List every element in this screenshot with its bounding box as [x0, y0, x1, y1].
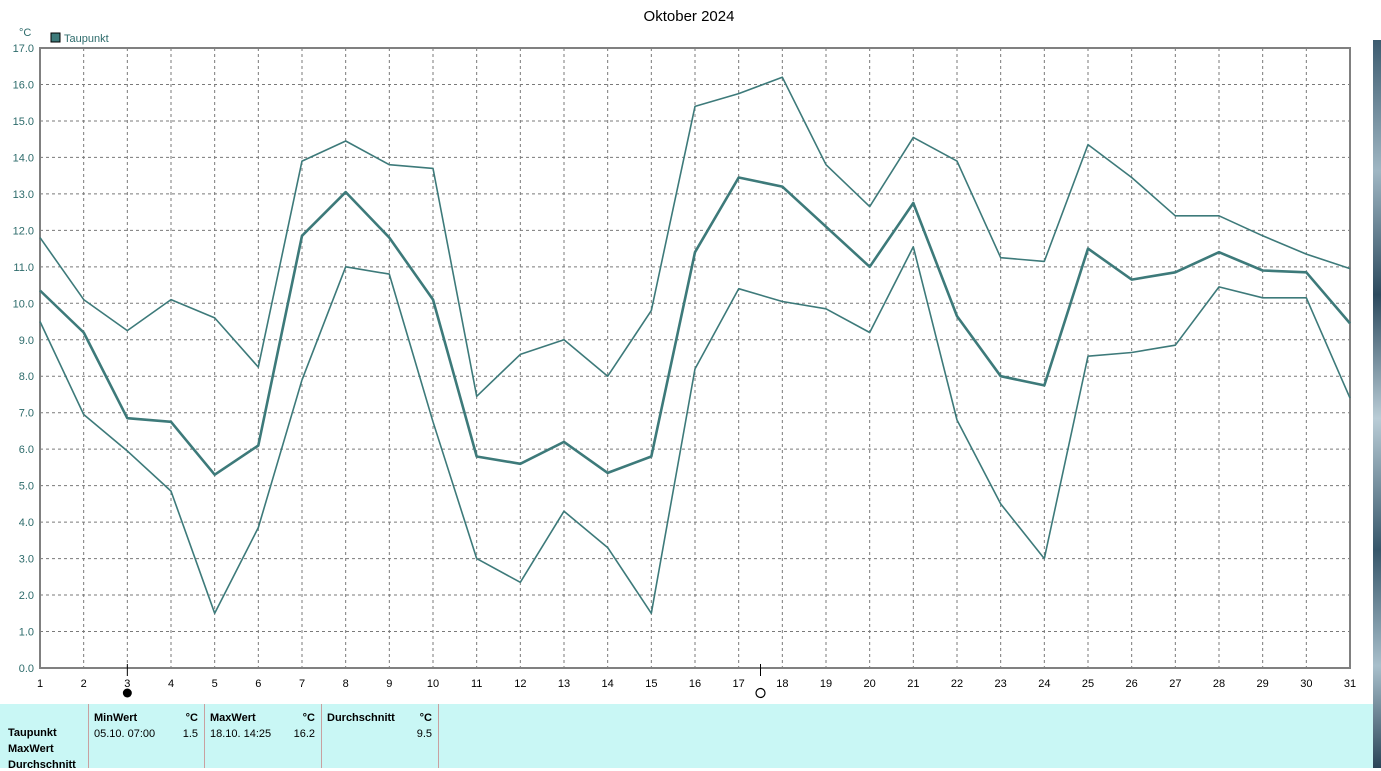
chart-title: Oktober 2024: [644, 8, 735, 25]
y-tick-label: 14.0: [13, 152, 34, 164]
max-unit: °C: [302, 712, 315, 724]
y-tick-label: 13.0: [13, 189, 34, 201]
x-tick-label: 28: [1213, 678, 1225, 690]
x-tick-label: 18: [776, 678, 788, 690]
y-tick-label: 1.0: [19, 627, 34, 639]
axes: 0.01.02.03.04.05.06.07.08.09.010.011.012…: [13, 43, 1357, 690]
x-tick-label: 4: [168, 678, 174, 690]
x-tick-label: 27: [1169, 678, 1181, 690]
series-line-3: [39, 246, 1351, 615]
y-tick-label: 5.0: [19, 481, 34, 493]
x-tick-label: 16: [689, 678, 701, 690]
x-tick-label: 20: [864, 678, 876, 690]
x-tick-label: 1: [37, 678, 43, 690]
x-tick-label: 11: [471, 678, 482, 690]
y-tick-label: 4.0: [19, 517, 34, 529]
y-tick-label: 0.0: [19, 663, 34, 675]
min-value: 1.5: [182, 728, 198, 740]
grid: [40, 48, 1350, 668]
x-tick-label: 7: [299, 678, 305, 690]
y-tick-label: 7.0: [19, 408, 34, 420]
x-tick-label: 8: [343, 678, 349, 690]
y-tick-label: 15.0: [13, 116, 34, 128]
min-date: 05.10. 07:00: [94, 728, 156, 740]
y-tick-label: 2.0: [19, 590, 34, 602]
legend-label: Taupunkt: [64, 33, 109, 45]
y-tick-label: 9.0: [19, 335, 34, 347]
min-header: MinWert: [94, 712, 138, 724]
x-tick-label: 19: [820, 678, 832, 690]
y-tick-label: 6.0: [19, 444, 34, 456]
x-tick-label: 24: [1038, 678, 1050, 690]
x-tick-label: 5: [212, 678, 218, 690]
stats-column-max: MaxWert °C 18.10. 14:25 16.2: [205, 704, 322, 768]
dewpoint-chart: Oktober 2024 °C Taupunkt 0.0 1.0 2.0 3.0 4.0…: [13, 8, 1357, 699]
y-axis-unit: °C: [19, 27, 31, 39]
row-label-taupunkt: Taupunkt: [8, 727, 57, 739]
series-line-1: [39, 76, 1351, 398]
x-tick-label: 10: [427, 678, 439, 690]
avg-unit: °C: [419, 712, 432, 724]
x-tick-label: 25: [1082, 678, 1094, 690]
x-tick-label: 31: [1344, 678, 1356, 690]
avg-value: 9.5: [416, 728, 432, 740]
row-label-maxwert: MaxWert: [8, 743, 54, 755]
x-tick-label: 23: [995, 678, 1007, 690]
x-tick-label: 17: [733, 678, 745, 690]
row-label-durchschnitt: Durchschnitt: [8, 759, 76, 771]
y-tick-label: 16.0: [13, 79, 34, 91]
stats-column-avg: Durchschnitt °C 9.5: [322, 704, 439, 768]
max-header: MaxWert: [210, 712, 256, 724]
x-tick-label: 12: [514, 678, 526, 690]
y-tick-label: 10.0: [13, 298, 34, 310]
x-tick-label: 22: [951, 678, 963, 690]
moon-markers: [122, 664, 766, 699]
max-value: 16.2: [293, 728, 315, 740]
stats-column-min: MinWert °C 05.10. 07:00 1.5: [88, 704, 205, 768]
filled-moon-icon: [122, 688, 132, 698]
y-tick-label: 3.0: [19, 554, 34, 566]
avg-header: Durchschnitt: [327, 712, 395, 724]
x-tick-label: 26: [1126, 678, 1138, 690]
stats-panel: Taupunkt MaxWert Durchschnitt MinWert °C…: [0, 704, 1373, 771]
y-tick-label: 11.0: [13, 262, 34, 274]
series-group: [39, 76, 1351, 615]
y-tick-label: 17.0: [13, 43, 34, 55]
x-tick-label: 9: [386, 678, 392, 690]
x-tick-label: 21: [907, 678, 919, 690]
legend-swatch: [50, 32, 61, 43]
x-tick-label: 14: [602, 678, 614, 690]
x-tick-label: 6: [255, 678, 261, 690]
y-tick-label: 8.0: [19, 371, 34, 383]
x-tick-label: 3: [124, 678, 130, 690]
min-unit: °C: [185, 712, 198, 724]
y-tick-label: 12.0: [13, 225, 34, 237]
max-date: 18.10. 14:25: [210, 728, 272, 740]
plot-frame: [39, 47, 1351, 669]
x-tick-label: 15: [645, 678, 657, 690]
series-line-2: [39, 176, 1351, 477]
background-image-strip: [1373, 40, 1381, 768]
x-tick-label: 2: [81, 678, 87, 690]
x-tick-label: 29: [1257, 678, 1269, 690]
open-moon-icon: [755, 687, 766, 699]
x-tick-label: 30: [1300, 678, 1312, 690]
x-tick-label: 13: [558, 678, 570, 690]
